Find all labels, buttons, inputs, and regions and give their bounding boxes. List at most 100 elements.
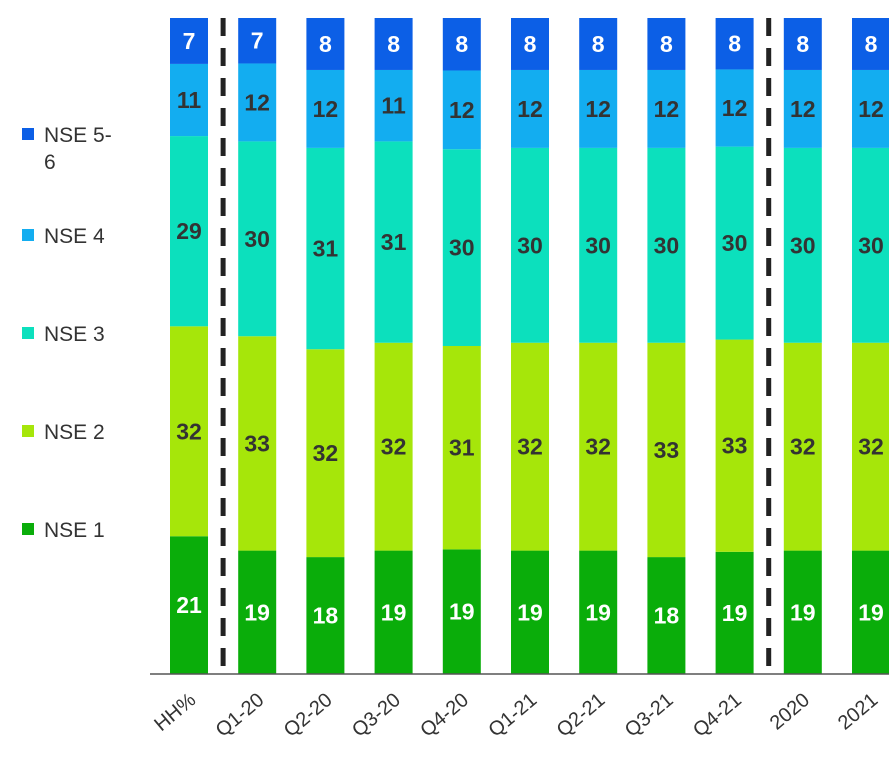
x-tick-label-2020: 2020	[766, 689, 814, 734]
bar-segment-nse-2-q3-20	[374, 342, 413, 551]
data-label-nse-5-6-q4-20: 8	[455, 31, 468, 57]
data-label-nse-1-hh: 21	[176, 592, 202, 618]
bar-segment-nse-2-q1-21	[511, 342, 549, 551]
bar-segment-nse-3-q3-20	[374, 141, 413, 343]
x-tick-label-q4-21: Q4-21	[689, 689, 746, 742]
bar-segment-nse-4-q2-21	[579, 69, 618, 148]
data-label-nse-4-q2-20: 12	[313, 96, 339, 122]
data-label-nse-4-2020: 12	[790, 96, 816, 122]
bar-segment-nse-4-q4-20	[442, 70, 481, 150]
data-label-nse-3-q2-20: 31	[313, 236, 339, 262]
data-label-nse-2-2021: 32	[858, 434, 884, 460]
data-label-nse-4-q3-21: 12	[654, 96, 680, 122]
bar-segment-nse-5-6-q3-21	[647, 18, 686, 70]
data-label-nse-4-q3-20: 11	[381, 93, 406, 119]
data-label-nse-2-q2-20: 32	[313, 440, 339, 466]
x-tick-label-q3-20: Q3-20	[348, 689, 405, 742]
bar-segment-nse-2-q4-21	[715, 339, 754, 552]
data-label-nse-4-q4-21: 12	[722, 95, 748, 121]
data-label-nse-5-6-q2-20: 8	[319, 31, 332, 57]
bar-segment-nse-3-hh	[170, 136, 208, 327]
data-label-nse-1-q4-20: 19	[449, 599, 475, 625]
x-tick-label-q1-20: Q1-20	[212, 689, 269, 742]
x-tick-label-q3-21: Q3-21	[621, 689, 678, 742]
bar-segment-nse-2-q3-21	[647, 342, 686, 558]
data-label-nse-2-q1-21: 32	[517, 434, 543, 460]
legend-swatch	[22, 425, 34, 437]
bar-segment-nse-3-2020	[783, 147, 822, 343]
legend-swatch	[22, 523, 34, 535]
data-label-nse-5-6-q4-21: 8	[728, 31, 741, 57]
bar-segment-nse-3-q2-20	[306, 147, 345, 350]
x-tick-label-q1-21: Q1-21	[484, 689, 541, 742]
bar-segment-nse-2-2021	[852, 342, 889, 551]
data-label-nse-2-q3-21: 33	[654, 437, 680, 463]
legend-item-nse-2: NSE 2	[22, 419, 114, 446]
bar-segment-nse-2-q2-20	[306, 349, 345, 558]
legend-item-nse-3: NSE 3	[22, 321, 114, 348]
bar-segment-nse-5-6-2021	[852, 18, 889, 70]
bar-segment-nse-1-q3-21	[647, 557, 686, 674]
data-label-nse-4-2021: 12	[858, 96, 884, 122]
legend-item-nse-5-6: NSE 5-6	[22, 122, 114, 176]
bar-segment-nse-4-2021	[852, 69, 889, 148]
data-label-nse-3-hh: 29	[176, 218, 202, 244]
data-label-nse-3-q3-21: 30	[654, 232, 680, 258]
bar-segment-nse-5-6-q4-21	[715, 18, 754, 70]
bar-segment-nse-1-hh	[170, 536, 208, 674]
data-label-nse-1-q2-20: 18	[313, 603, 339, 629]
bar-segment-nse-4-q4-21	[715, 69, 754, 147]
data-label-nse-4-q2-21: 12	[585, 96, 611, 122]
bar-segment-nse-2-2020	[783, 342, 822, 551]
data-label-nse-3-q4-21: 30	[722, 230, 748, 256]
bar-segment-nse-3-2021	[852, 147, 889, 343]
bar-segment-nse-5-6-q2-20	[306, 18, 345, 70]
bar-segment-nse-3-q1-21	[511, 147, 549, 343]
x-tick-label-q2-20: Q2-20	[280, 689, 337, 742]
bar-segment-nse-5-6-q3-20	[374, 18, 413, 70]
bar-segment-nse-1-q2-21	[579, 550, 618, 674]
data-label-nse-3-q1-21: 30	[517, 232, 543, 258]
data-label-nse-2-2020: 32	[790, 434, 816, 460]
legend-label: NSE 1	[44, 519, 105, 542]
data-label-nse-1-q4-21: 19	[722, 600, 748, 626]
data-label-nse-3-q2-21: 30	[585, 232, 611, 258]
bar-segment-nse-5-6-q4-20	[442, 18, 481, 71]
legend-label: NSE 3	[44, 323, 105, 346]
bar-segment-nse-1-q3-20	[374, 550, 413, 674]
legend-item-nse-1: NSE 1	[22, 517, 114, 544]
bar-segment-nse-4-2020	[783, 69, 822, 148]
bar-segment-nse-2-q4-20	[442, 346, 481, 550]
bar-segment-nse-1-2021	[852, 550, 889, 674]
legend-swatch	[22, 128, 34, 140]
data-label-nse-4-q4-20: 12	[449, 97, 475, 123]
bar-segment-nse-2-q2-21	[579, 342, 618, 551]
data-label-nse-3-q4-20: 30	[449, 235, 475, 261]
legend-swatch	[22, 327, 34, 339]
data-label-nse-1-2021: 19	[858, 599, 884, 625]
data-label-nse-1-q3-21: 18	[654, 603, 680, 629]
bar-segment-nse-1-q1-21	[511, 550, 549, 674]
data-label-nse-5-6-q2-21: 8	[592, 31, 605, 57]
bar-segment-nse-5-6-q1-21	[511, 18, 549, 70]
legend-label: NSE 2	[44, 421, 105, 444]
data-label-nse-2-q1-20: 33	[244, 430, 270, 456]
data-label-nse-3-2020: 30	[790, 232, 816, 258]
bar-segment-nse-3-q1-20	[238, 141, 277, 337]
bar-segment-nse-1-q2-20	[306, 557, 345, 674]
data-label-nse-5-6-q1-20: 7	[251, 28, 264, 54]
legend-label: NSE 4	[44, 225, 105, 248]
x-tick-label-q2-21: Q2-21	[553, 689, 610, 742]
data-label-nse-3-2021: 30	[858, 232, 884, 258]
data-label-nse-2-q2-21: 32	[585, 434, 611, 460]
data-label-nse-5-6-q3-20: 8	[387, 31, 400, 57]
data-label-nse-5-6-q3-21: 8	[660, 31, 673, 57]
data-label-nse-2-q3-20: 32	[381, 434, 407, 460]
data-label-nse-3-q1-20: 30	[244, 226, 270, 252]
x-tick-label-hh: HH%	[150, 689, 200, 736]
bar-segment-nse-5-6-hh	[170, 18, 208, 64]
bar-segment-nse-1-q4-20	[442, 549, 481, 674]
bar-segment-nse-4-q2-20	[306, 69, 345, 148]
data-label-nse-1-2020: 19	[790, 599, 816, 625]
